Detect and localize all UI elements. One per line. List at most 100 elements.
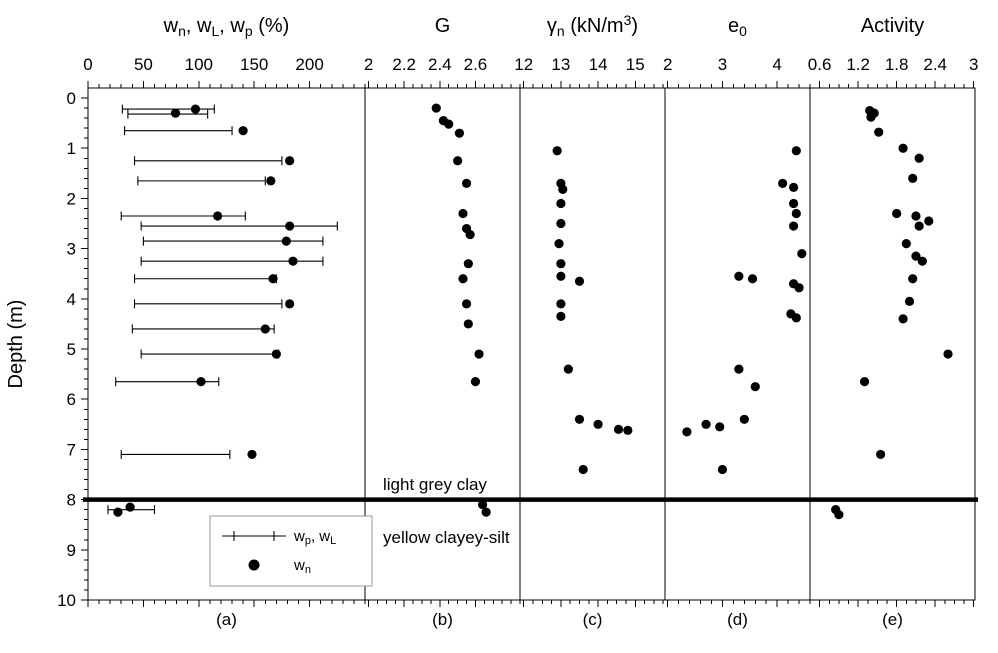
data-point	[474, 349, 484, 359]
x-tick-label: 13	[551, 55, 570, 74]
data-point	[454, 128, 465, 138]
data-point	[556, 271, 566, 281]
range-bar	[133, 299, 283, 309]
series-gamma-n	[552, 146, 633, 475]
data-point	[898, 314, 908, 324]
data-point	[682, 427, 692, 437]
y-tick-label: 2	[67, 189, 76, 208]
stratum-label-below: yellow clayey-silt	[383, 528, 510, 547]
data-point	[778, 178, 788, 188]
data-point	[866, 112, 876, 122]
panel-b: 2 2.2 2.4 2.6 G (b)	[364, 15, 521, 629]
panel-letter-a: (a)	[216, 610, 237, 629]
data-point	[917, 256, 927, 266]
x-tick-label: 0.6	[808, 55, 832, 74]
data-point	[444, 119, 454, 129]
x-tick-label: 4	[772, 55, 781, 74]
data-point	[196, 377, 206, 387]
data-point	[213, 211, 223, 221]
data-point	[876, 449, 886, 460]
data-point	[898, 143, 908, 153]
data-point	[734, 364, 744, 374]
data-point	[556, 299, 566, 309]
data-point	[554, 239, 564, 249]
y-tick-label: 6	[67, 390, 76, 409]
x-tick-label: 14	[589, 55, 608, 74]
legend: wp, wL wn	[209, 515, 373, 587]
legend-box	[209, 515, 373, 587]
x-tick-label: 1.8	[885, 55, 909, 74]
x-tick-label: 2.2	[392, 55, 416, 74]
stratum-label-above: light grey clay	[383, 475, 487, 494]
axes	[87, 87, 976, 601]
data-point	[715, 422, 725, 432]
data-point	[271, 349, 281, 359]
data-point	[717, 464, 728, 475]
data-point	[125, 502, 135, 512]
data-point	[470, 377, 481, 387]
depth-ticks	[81, 97, 88, 601]
x-tick-label: 3	[969, 55, 978, 74]
x-ticks-e	[809, 81, 975, 607]
x-ticks-c	[523, 81, 664, 607]
range-bar	[127, 109, 209, 119]
data-point	[797, 249, 807, 259]
x-tick-label: 200	[295, 55, 323, 74]
data-point	[874, 127, 884, 137]
y-tick-label: 10	[57, 591, 76, 610]
data-point	[431, 103, 441, 113]
panel-d: 2 3 4 e0 (d)	[663, 15, 811, 629]
data-point	[788, 182, 799, 192]
panel-title-c: γn (kN/m3)	[547, 12, 638, 39]
x-tick-label: 100	[185, 55, 213, 74]
x-tick-label: 2.4	[923, 55, 947, 74]
y-tick-label: 0	[67, 89, 76, 108]
range-bar	[137, 176, 266, 186]
x-tick-label: 2	[364, 55, 373, 74]
data-point	[788, 198, 799, 209]
data-point	[463, 319, 473, 329]
data-point	[834, 510, 844, 520]
data-point	[908, 173, 918, 183]
data-point	[458, 274, 468, 284]
panel-letter-e: (e)	[882, 610, 903, 629]
data-point	[556, 198, 566, 209]
data-point	[288, 256, 298, 266]
panel-e: 0.6 1.2 1.8 2.4 3 Activity (e)	[808, 15, 979, 629]
y-axis-title: Depth (m)	[5, 300, 27, 389]
x-ticks-d	[667, 81, 811, 607]
data-point	[558, 184, 568, 194]
data-point	[578, 464, 588, 475]
data-point	[556, 259, 566, 269]
x-ticks-a	[87, 81, 366, 607]
data-point	[904, 296, 915, 306]
data-point	[911, 251, 921, 261]
data-point	[563, 364, 573, 374]
x-tick-label: 2	[663, 55, 672, 74]
data-point	[170, 108, 181, 118]
panel-title-a: wn, wL, wp (%)	[163, 15, 290, 39]
data-point	[791, 146, 801, 156]
data-point	[613, 424, 624, 434]
data-point	[701, 419, 711, 429]
data-point	[859, 377, 870, 387]
x-ticks-b	[368, 81, 521, 607]
range-bar	[131, 324, 275, 334]
data-point	[268, 274, 278, 284]
legend-range-symbol	[222, 531, 286, 541]
y-tick-label: 1	[67, 139, 76, 158]
data-point	[477, 500, 488, 510]
range-bar	[133, 156, 283, 166]
data-point	[734, 271, 744, 281]
legend-point-label: wn	[293, 557, 311, 576]
range-bar	[124, 126, 233, 136]
data-point	[750, 382, 760, 392]
legend-range-label: wp, wL	[293, 528, 336, 547]
y-tick-label: 7	[67, 440, 76, 459]
data-point	[260, 324, 270, 334]
panel-letter-b: (b)	[432, 610, 453, 629]
data-point	[788, 221, 799, 231]
data-point	[266, 176, 276, 186]
